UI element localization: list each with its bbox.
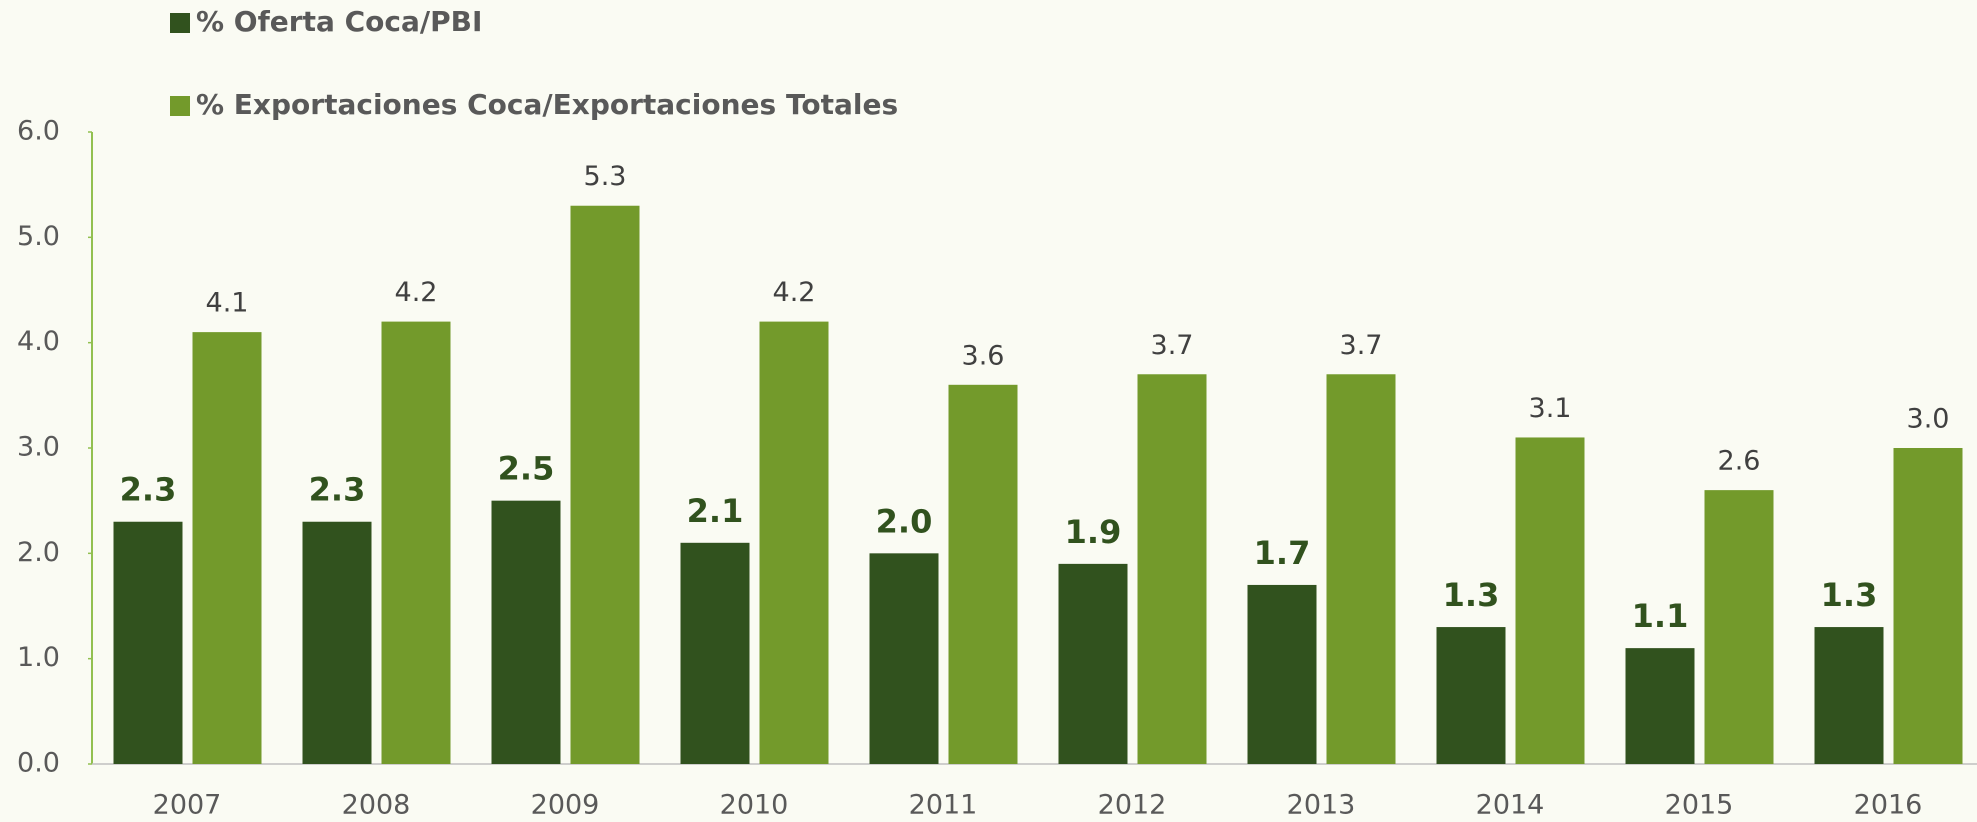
legend-swatch xyxy=(170,13,190,33)
data-label: 1.3 xyxy=(1821,576,1878,614)
data-label: 1.3 xyxy=(1443,576,1500,614)
bar xyxy=(1058,563,1128,764)
data-label: 4.2 xyxy=(395,277,438,308)
bar xyxy=(680,542,750,764)
data-label: 3.6 xyxy=(962,340,1005,371)
legend-label: % Oferta Coca/PBI xyxy=(196,5,482,38)
bar xyxy=(1704,490,1774,764)
data-label: 4.1 xyxy=(206,288,249,319)
data-label: 2.3 xyxy=(309,471,366,509)
data-label: 4.2 xyxy=(773,277,816,308)
x-tick-label: 2011 xyxy=(909,790,978,821)
x-tick-label: 2014 xyxy=(1476,790,1545,821)
bar xyxy=(1137,374,1207,764)
data-label: 3.1 xyxy=(1529,393,1572,424)
data-label: 3.0 xyxy=(1907,404,1950,435)
y-tick-label: 1.0 xyxy=(17,642,60,673)
x-tick-label: 2008 xyxy=(342,790,411,821)
data-label: 1.9 xyxy=(1065,513,1122,551)
bar xyxy=(491,500,561,764)
bar xyxy=(759,321,829,764)
bar xyxy=(1625,648,1695,764)
bar xyxy=(570,205,640,764)
data-label: 2.0 xyxy=(876,502,933,540)
data-label: 2.3 xyxy=(120,471,177,509)
x-tick-label: 2013 xyxy=(1287,790,1356,821)
data-label: 2.6 xyxy=(1718,446,1761,477)
legend-swatch xyxy=(170,96,190,116)
data-label: 1.1 xyxy=(1632,597,1689,635)
bar xyxy=(948,384,1018,764)
y-tick-label: 0.0 xyxy=(17,748,60,779)
x-tick-label: 2009 xyxy=(531,790,600,821)
bar xyxy=(1515,437,1585,764)
bar xyxy=(1893,448,1963,764)
data-label: 3.7 xyxy=(1340,330,1383,361)
x-tick-label: 2012 xyxy=(1098,790,1167,821)
y-tick-label: 2.0 xyxy=(17,537,60,568)
data-label: 3.7 xyxy=(1151,330,1194,361)
bar xyxy=(1326,374,1396,764)
bar xyxy=(192,332,262,764)
bar xyxy=(302,521,372,764)
y-tick-label: 3.0 xyxy=(17,432,60,463)
bar xyxy=(869,553,939,764)
legend-label: % Exportaciones Coca/Exportaciones Total… xyxy=(196,88,898,121)
y-tick-label: 5.0 xyxy=(17,221,60,252)
data-label: 1.7 xyxy=(1254,534,1311,572)
x-tick-label: 2007 xyxy=(153,790,222,821)
bar xyxy=(381,321,451,764)
data-label: 5.3 xyxy=(584,161,627,192)
x-tick-label: 2010 xyxy=(720,790,789,821)
bar xyxy=(1814,627,1884,764)
y-tick-label: 4.0 xyxy=(17,326,60,357)
data-label: 2.5 xyxy=(498,450,555,488)
bar xyxy=(113,521,183,764)
x-tick-label: 2016 xyxy=(1854,790,1923,821)
data-label: 2.1 xyxy=(687,492,744,530)
bar xyxy=(1247,584,1317,764)
y-tick-label: 6.0 xyxy=(17,116,60,147)
bar xyxy=(1436,627,1506,764)
x-tick-label: 2015 xyxy=(1665,790,1734,821)
